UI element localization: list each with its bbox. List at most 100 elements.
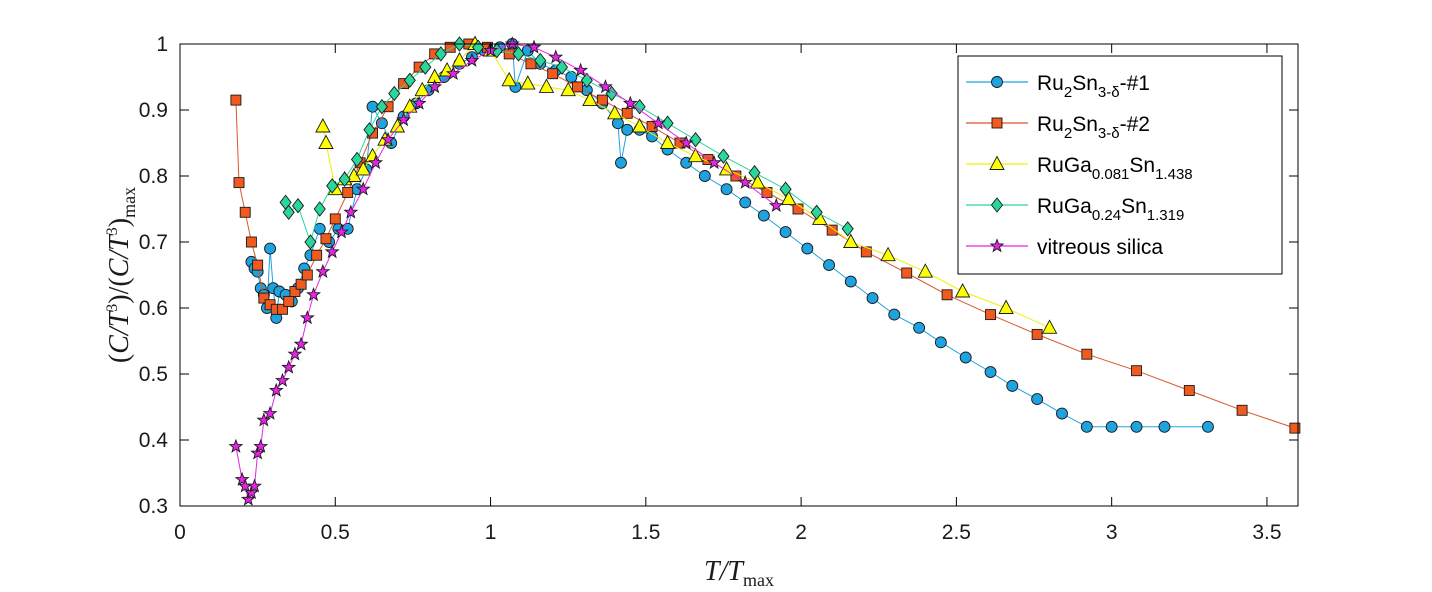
- data-point: [315, 118, 331, 133]
- data-point: [342, 187, 354, 198]
- data-point: [464, 52, 480, 67]
- data-point: [534, 52, 547, 69]
- data-point: [501, 71, 517, 87]
- data-point: [445, 65, 461, 81]
- data-point: [844, 275, 857, 288]
- data-point: [565, 71, 578, 83]
- data-point: [283, 295, 295, 307]
- legend-entry: RuGa0.081Sn1.438: [966, 154, 1193, 183]
- data-point: [757, 209, 770, 222]
- data-point: [1081, 348, 1093, 360]
- data-point: [262, 405, 278, 420]
- data-point: [355, 160, 371, 176]
- data-point: [768, 197, 784, 213]
- data-point: [860, 246, 872, 258]
- data-point: [250, 445, 266, 460]
- data-point: [1041, 319, 1058, 334]
- y-tick-label: 0.4: [139, 429, 169, 452]
- legend-marker: [991, 76, 1003, 88]
- data-point: [560, 81, 576, 97]
- data-point: [1183, 385, 1195, 396]
- data-point: [311, 249, 323, 261]
- data-point: [380, 131, 396, 147]
- data-point: [287, 346, 303, 361]
- data-point: [1056, 407, 1068, 420]
- x-tick-label: 0: [174, 521, 186, 544]
- data-point: [306, 286, 321, 302]
- data-point: [512, 46, 525, 62]
- data-point: [720, 183, 733, 196]
- legend-marker: [989, 238, 1005, 253]
- data-point: [329, 213, 341, 225]
- data-point: [1031, 393, 1044, 406]
- data-point: [779, 226, 792, 239]
- data-point: [780, 190, 797, 206]
- data-point: [1130, 420, 1143, 433]
- data-point: [1289, 422, 1301, 434]
- legend-marker: [989, 155, 1005, 170]
- data-point: [313, 201, 326, 217]
- data-point: [598, 79, 613, 94]
- data-point: [256, 412, 272, 427]
- data-point: [295, 278, 307, 290]
- data-point: [320, 233, 332, 245]
- data-point: [233, 177, 245, 189]
- data-point: [650, 115, 666, 130]
- data-point: [1031, 328, 1043, 340]
- data-point: [901, 267, 913, 279]
- data-point: [245, 236, 257, 248]
- data-point: [252, 259, 264, 271]
- data-point: [582, 91, 598, 107]
- data-point: [403, 72, 416, 89]
- data-point: [234, 471, 250, 486]
- data-point: [779, 181, 792, 197]
- data-point: [917, 263, 934, 278]
- data-point: [293, 336, 309, 351]
- data-point: [843, 233, 859, 248]
- data-point: [538, 78, 555, 93]
- data-point: [810, 204, 823, 221]
- y-tick-label: 0.5: [139, 363, 168, 386]
- data-point: [1201, 420, 1214, 433]
- data-point: [737, 174, 753, 189]
- y-tick-label: 0.7: [139, 231, 168, 254]
- data-point: [239, 206, 251, 218]
- data-point: [841, 221, 854, 237]
- legend-entry: Ru2Sn3-δ-#1: [966, 72, 1150, 101]
- data-point: [363, 122, 376, 138]
- data-point: [698, 170, 711, 182]
- data-point: [998, 299, 1014, 314]
- data-point: [823, 259, 836, 272]
- data-point: [934, 336, 947, 349]
- data-point: [547, 68, 559, 80]
- data-point: [291, 197, 305, 214]
- legend-label: RuGa0.081Sn1.438: [1037, 154, 1193, 183]
- data-point: [1105, 420, 1118, 433]
- data-point: [334, 224, 349, 239]
- data-point: [659, 134, 676, 149]
- data-point: [419, 59, 432, 75]
- x-tick-label: 3.5: [1252, 521, 1281, 544]
- legend-entry: Ru2Sn3-δ-#2: [966, 113, 1150, 142]
- data-point: [913, 321, 926, 334]
- data-point: [1158, 420, 1171, 433]
- y-tick-label: 0.6: [139, 297, 168, 320]
- data-point: [350, 151, 364, 168]
- data-point: [313, 222, 326, 235]
- data-point: [1006, 379, 1019, 392]
- data-point: [355, 181, 371, 196]
- axes: 0 0.5 1 1.5 2 2.5 3 3.50.30.40.50.60.70.80.91T/…: [104, 33, 1299, 590]
- data-point: [396, 112, 412, 127]
- data-point: [826, 224, 838, 236]
- data-point: [880, 246, 896, 262]
- data-point: [343, 204, 359, 219]
- series-5: [228, 36, 784, 506]
- data-point: [247, 478, 262, 493]
- data-point: [411, 95, 427, 110]
- data-point: [621, 107, 633, 119]
- x-tick-label: 1.5: [631, 521, 660, 544]
- data-point: [706, 154, 722, 170]
- data-point: [573, 62, 589, 77]
- legend-entry: RuGa0.24Sn1.319: [966, 195, 1184, 224]
